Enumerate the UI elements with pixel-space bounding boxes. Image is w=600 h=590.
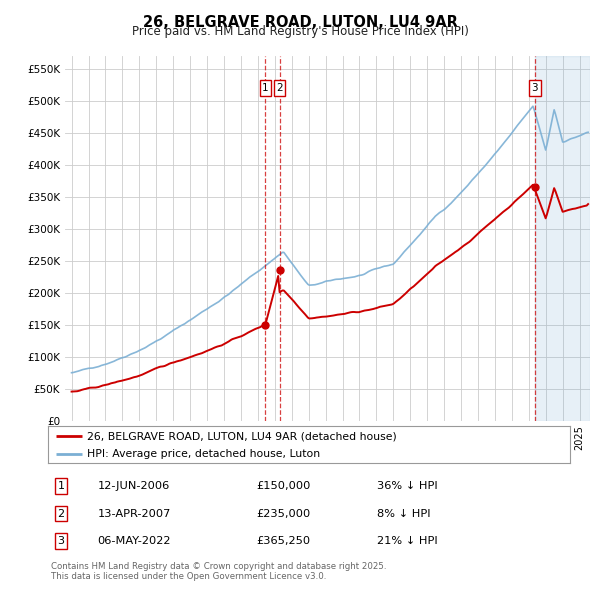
Text: 8% ↓ HPI: 8% ↓ HPI: [377, 509, 430, 519]
Text: 2: 2: [276, 83, 283, 93]
Text: 1: 1: [58, 481, 65, 491]
Text: 21% ↓ HPI: 21% ↓ HPI: [377, 536, 437, 546]
Text: £150,000: £150,000: [257, 481, 311, 491]
Text: 13-APR-2007: 13-APR-2007: [98, 509, 171, 519]
Text: 1: 1: [262, 83, 269, 93]
Bar: [535, 56, 590, 421]
Text: 3: 3: [532, 83, 538, 93]
Text: 26, BELGRAVE ROAD, LUTON, LU4 9AR: 26, BELGRAVE ROAD, LUTON, LU4 9AR: [143, 15, 457, 30]
Text: 3: 3: [58, 536, 65, 546]
Text: Contains HM Land Registry data © Crown copyright and database right 2025.
This d: Contains HM Land Registry data © Crown c…: [51, 562, 386, 581]
Text: HPI: Average price, detached house, Luton: HPI: Average price, detached house, Luto…: [87, 449, 320, 459]
Text: 26, BELGRAVE ROAD, LUTON, LU4 9AR (detached house): 26, BELGRAVE ROAD, LUTON, LU4 9AR (detac…: [87, 431, 397, 441]
Text: £365,250: £365,250: [257, 536, 311, 546]
Text: 2: 2: [58, 509, 65, 519]
Text: 06-MAY-2022: 06-MAY-2022: [98, 536, 171, 546]
Text: £235,000: £235,000: [257, 509, 311, 519]
Text: 36% ↓ HPI: 36% ↓ HPI: [377, 481, 437, 491]
Text: Price paid vs. HM Land Registry's House Price Index (HPI): Price paid vs. HM Land Registry's House …: [131, 25, 469, 38]
Text: 12-JUN-2006: 12-JUN-2006: [98, 481, 170, 491]
